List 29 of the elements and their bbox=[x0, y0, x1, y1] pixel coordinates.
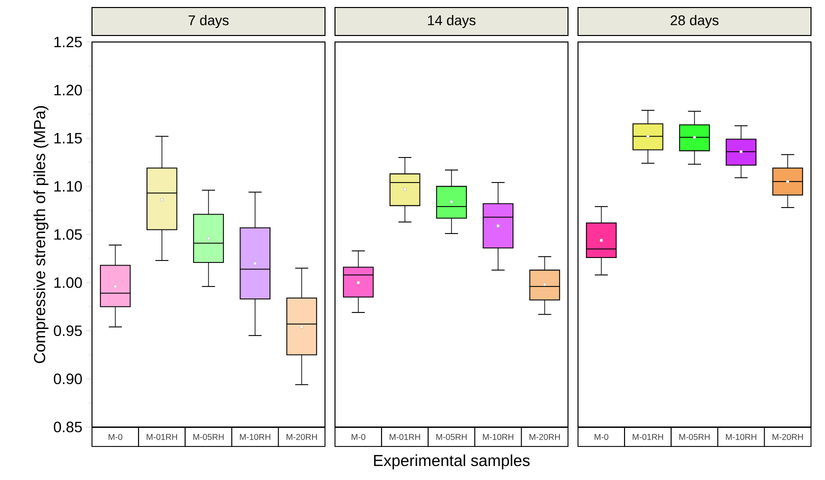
x-tick-label: M-10RH bbox=[240, 434, 270, 440]
x-tick-label: M-05RH bbox=[436, 434, 467, 440]
x-tick-label: M-10RH bbox=[726, 434, 756, 440]
x-tick-label: M-20RH bbox=[772, 434, 803, 440]
y-tick-label: 1.10 bbox=[54, 181, 82, 192]
chart-title: 14 days bbox=[428, 14, 476, 28]
y-tick-label: 1.15 bbox=[54, 133, 82, 144]
y-tick-label: 1.05 bbox=[54, 229, 82, 240]
y-tick-label: 0.90 bbox=[54, 374, 82, 384]
chart-title: 28 days bbox=[670, 14, 718, 28]
x-tick-label: M-10RH bbox=[482, 434, 514, 440]
x-tick-label: M-05RH bbox=[679, 434, 710, 440]
x-tick-label: M-01RH bbox=[146, 434, 178, 440]
x-tick-label: M-0 bbox=[594, 434, 608, 440]
x-tick-label: M-05RH bbox=[193, 434, 224, 440]
x-tick-label: M-20RH bbox=[286, 434, 317, 440]
y-tick-label: 1.20 bbox=[54, 84, 82, 96]
x-tick-label: M-01RH bbox=[632, 434, 664, 440]
y-tick-label: 0.95 bbox=[54, 325, 82, 336]
x-tick-label: M-0 bbox=[352, 434, 366, 440]
y-tick-label: 1.00 bbox=[54, 277, 82, 288]
x-tick-label: M-0 bbox=[108, 434, 122, 440]
y-axis-title: Compressive strength of piles (MPa) bbox=[33, 106, 48, 364]
x-tick-label: M-20RH bbox=[530, 434, 560, 440]
y-tick-label: 0.85 bbox=[54, 422, 82, 432]
y-tick-label: 1.25 bbox=[54, 36, 82, 48]
chart-title: 7 days bbox=[188, 14, 229, 28]
x-tick-label: M-01RH bbox=[390, 434, 420, 440]
x-axis-title: Experimental samples bbox=[374, 454, 530, 470]
